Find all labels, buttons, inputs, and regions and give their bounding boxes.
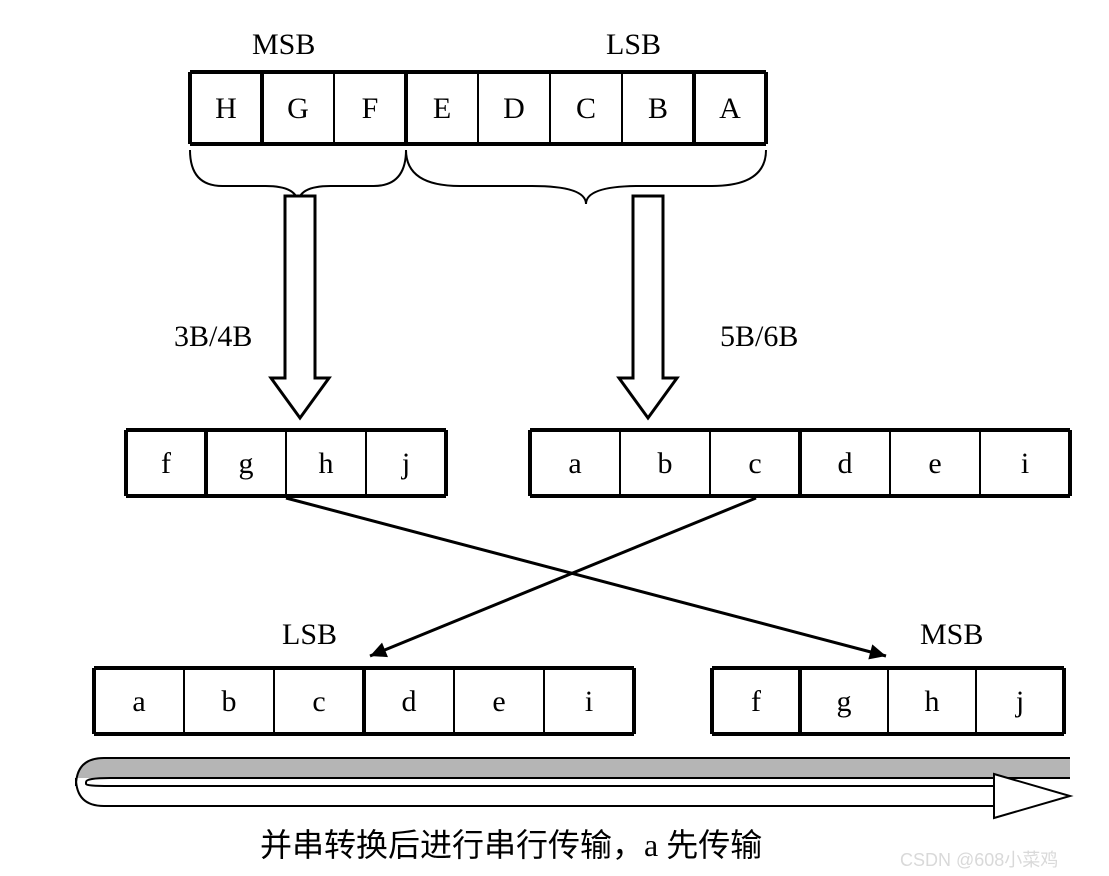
bot-left-cell: d [364,685,454,719]
top-row-cell: C [550,92,622,126]
top-row-cell: E [406,92,478,126]
mid-right-cell: a [530,447,620,481]
label-lsb-top: LSB [606,28,661,62]
mid-right-cell: e [890,447,980,481]
top-row-cell: D [478,92,550,126]
label-lsb-bottom: LSB [282,618,337,652]
diagram-canvas: MSB LSB 3B/4B 5B/6B LSB MSB 并串转换后进行串行传输，… [0,0,1109,876]
top-row-cell: G [262,92,334,126]
mid-right-cell: c [710,447,800,481]
mid-left-cell: g [206,447,286,481]
caption-text: 并串转换后进行串行传输，a 先传输 [260,820,762,866]
mid-left-cell: f [126,447,206,481]
bot-left-cell: c [274,685,364,719]
top-row-cell: B [622,92,694,126]
diagram-svg [0,0,1109,876]
bot-left-cell: i [544,685,634,719]
mid-right-cell: b [620,447,710,481]
mid-left-cell: j [366,447,446,481]
label-msb-bottom: MSB [920,618,983,652]
bot-left-cell: b [184,685,274,719]
bot-right-cell: h [888,685,976,719]
bot-left-cell: e [454,685,544,719]
bot-right-cell: f [712,685,800,719]
top-row-cell: A [694,92,766,126]
top-row-cell: H [190,92,262,126]
label-enc-right: 5B/6B [720,320,798,354]
mid-right-cell: i [980,447,1070,481]
label-enc-left: 3B/4B [174,320,252,354]
label-msb-top: MSB [252,28,315,62]
bot-right-cell: j [976,685,1064,719]
bot-right-cell: g [800,685,888,719]
top-row-cell: F [334,92,406,126]
bot-left-cell: a [94,685,184,719]
mid-left-cell: h [286,447,366,481]
watermark-text: CSDN @608小菜鸡 [900,846,1058,872]
mid-right-cell: d [800,447,890,481]
